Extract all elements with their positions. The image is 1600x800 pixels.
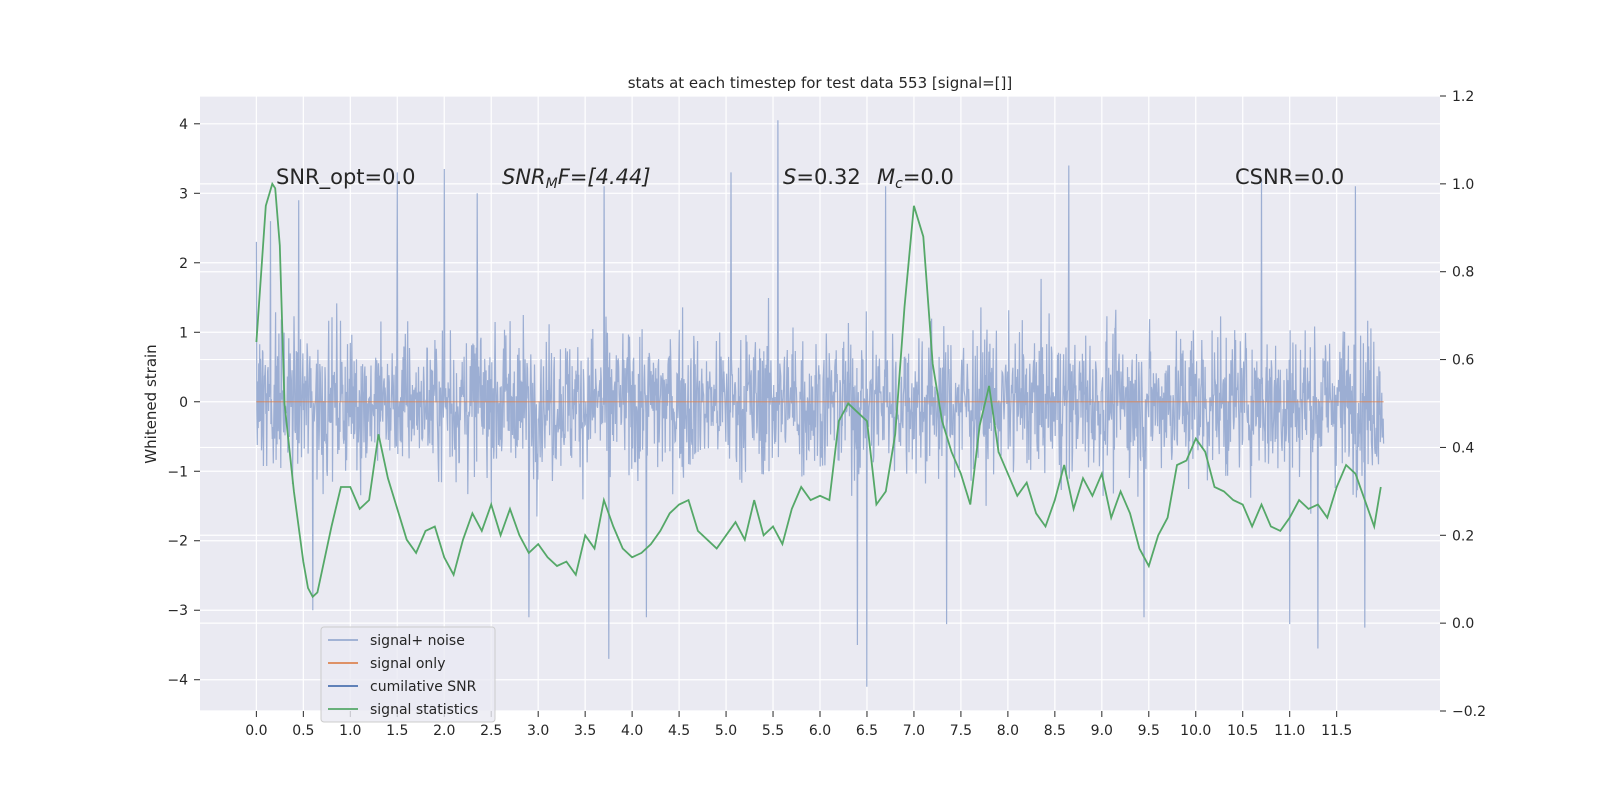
x-tick-label: 3.5 (574, 723, 596, 739)
y-right-tick-label: 0.0 (1452, 616, 1474, 632)
x-tick-label: 7.5 (950, 723, 972, 739)
x-tick-label: 11.5 (1321, 723, 1352, 739)
annotation-s: S=0.32 (783, 165, 861, 189)
y-tick-label: 1 (179, 325, 188, 341)
annotation-snr-mf-tail: F=[4.44] (558, 165, 651, 189)
x-tick-label: 2.0 (433, 723, 455, 739)
y-tick-label: 0 (179, 395, 188, 411)
y-right-tick-label: 1.0 (1452, 177, 1474, 193)
legend-label: signal only (370, 656, 445, 672)
series-layer (255, 120, 1385, 687)
y-tick-label: −4 (167, 673, 188, 689)
y-tick-label: −1 (167, 464, 188, 480)
annotation-snr-opt: SNR_opt=0.0 (276, 165, 416, 190)
y-right-tick-label: 0.6 (1452, 353, 1474, 369)
x-tick-label: 7.0 (903, 723, 925, 739)
annotation-s-main: S (783, 165, 796, 189)
y-tick-label: −2 (167, 534, 188, 550)
annotation-snr-mf-sub: M (546, 176, 558, 192)
legend-label: signal+ noise (370, 633, 465, 649)
x-tick-label: 0.5 (292, 723, 314, 739)
annotation-s-tail: =0.32 (796, 165, 860, 189)
y-tick-label: 3 (179, 186, 188, 202)
y-right-tick-label: 0.2 (1452, 528, 1474, 544)
x-tick-label: 0.0 (245, 723, 267, 739)
x-axis: 0.0 0.5 1.0 1.5 2.0 2.5 3.0 3.5 4.0 4.5 5.0 5.5 6.0 6… (245, 711, 1352, 739)
series-signal-statistics (255, 181, 1382, 599)
y-tick-label: −3 (167, 603, 188, 619)
x-tick-label: 9.0 (1091, 723, 1113, 739)
annotation-mc-sub: c (895, 176, 903, 192)
legend: signal+ noise signal only cumilative SNR si… (320, 626, 496, 723)
x-tick-label: 10.5 (1227, 723, 1258, 739)
x-tick-label: 6.5 (856, 723, 878, 739)
x-tick-label: 10.0 (1180, 723, 1211, 739)
annotation-csnr: CSNR=0.0 (1235, 165, 1344, 189)
y-tick-label: 4 (179, 117, 188, 133)
y-right-tick-label: 0.4 (1452, 440, 1474, 456)
y-right-tick-label: 0.8 (1452, 265, 1474, 281)
left-y-axis: −4 −3 −2 −1 0 1 2 3 4 (167, 117, 200, 689)
x-tick-label: 1.0 (339, 723, 361, 739)
x-tick-label: 11.0 (1274, 723, 1305, 739)
annotation-mc-main: M (877, 165, 895, 189)
x-tick-label: 2.5 (480, 723, 502, 739)
x-tick-label: 1.5 (386, 723, 408, 739)
x-tick-label: 4.0 (621, 723, 643, 739)
y-right-tick-label: 1.2 (1452, 89, 1474, 105)
legend-label: signal statistics (370, 702, 478, 718)
x-tick-label: 8.5 (1044, 723, 1066, 739)
y-tick-label: 2 (179, 256, 188, 272)
annotation-mc-tail: =0.0 (903, 165, 954, 189)
annotation-snr-mf: SNRMF=[4.44] (502, 165, 651, 192)
x-tick-label: 3.0 (527, 723, 549, 739)
annotation-mc: Mc=0.0 (877, 165, 954, 192)
chart-title: stats at each timestep for test data 553… (628, 74, 1013, 92)
x-tick-label: 9.5 (1138, 723, 1160, 739)
legend-label: cumilative SNR (370, 679, 477, 695)
annotation-snr-mf-main: SNR (502, 165, 546, 189)
annotations: SNR_opt=0.0 SNRMF=[4.44] S=0.32 Mc=0.0 C… (276, 165, 1344, 192)
x-tick-label: 5.0 (715, 723, 737, 739)
x-tick-label: 6.0 (809, 723, 831, 739)
y-right-tick-label: −0.2 (1452, 704, 1486, 720)
x-tick-label: 4.5 (668, 723, 690, 739)
legend-box (320, 626, 496, 723)
x-tick-label: 8.0 (997, 723, 1019, 739)
series-signal-plus-noise (255, 120, 1385, 687)
right-y-axis: −0.2 0.0 0.2 0.4 0.6 0.8 1.0 1.2 (1440, 89, 1486, 720)
x-tick-label: 5.5 (762, 723, 784, 739)
y-axis-label: Whitened strain (142, 344, 160, 463)
